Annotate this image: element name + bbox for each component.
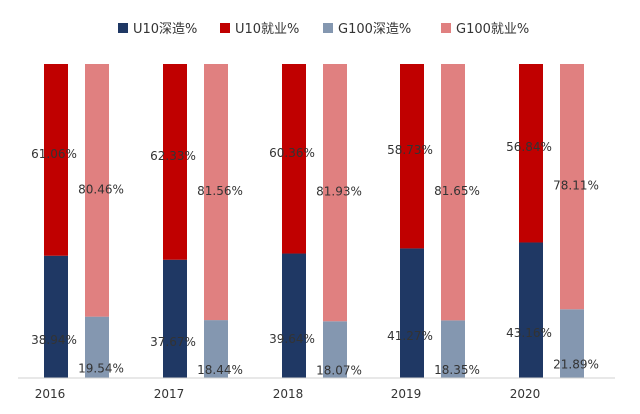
legend-swatch-0: [118, 23, 128, 33]
bar-g100-jiuye-2016: [85, 64, 109, 317]
bar-g100-shenzao-2018: [323, 321, 347, 378]
bar-g100-jiuye-2019: [441, 64, 465, 321]
bar-g100-jiuye-2017: [204, 64, 228, 321]
data-label-u10-shenzao-2017: 37.67%: [150, 335, 196, 349]
data-label-u10-shenzao-2016: 38.94%: [31, 333, 77, 347]
data-label-g100-jiuye-2019: 81.65%: [434, 184, 480, 198]
bar-u10-jiuye-2018: [282, 64, 306, 254]
data-label-g100-shenzao-2017: 18.44%: [197, 363, 243, 377]
bar-g100-jiuye-2020: [560, 64, 584, 310]
data-label-g100-jiuye-2018: 81.93%: [316, 185, 362, 199]
chart-legend: U10深造% U10就业% G100深造% G100就业%: [118, 22, 529, 37]
legend-swatch-1: [220, 23, 230, 33]
data-label-g100-shenzao-2016: 19.54%: [78, 361, 124, 375]
data-label-u10-jiuye-2017: 62.33%: [150, 149, 196, 163]
bar-area: [44, 64, 584, 378]
data-label-g100-shenzao-2018: 18.07%: [316, 364, 362, 378]
bar-u10-shenzao-2019: [400, 248, 424, 378]
data-label-u10-jiuye-2018: 60.36%: [269, 146, 315, 160]
data-label-u10-shenzao-2018: 39.64%: [269, 332, 315, 346]
data-label-u10-jiuye-2016: 61.06%: [31, 147, 77, 161]
x-tick-label-2017: 2017: [154, 387, 185, 401]
bar-g100-shenzao-2019: [441, 320, 465, 378]
x-tick-label-2019: 2019: [391, 387, 422, 401]
bar-g100-shenzao-2020: [560, 309, 584, 378]
data-label-u10-shenzao-2019: 41.27%: [387, 329, 433, 343]
legend-label-1: U10就业%: [235, 22, 299, 37]
legend-label-2: G100深造%: [338, 22, 411, 37]
data-label-u10-jiuye-2020: 56.84%: [506, 140, 552, 154]
data-label-u10-shenzao-2020: 43.16%: [506, 326, 552, 340]
bar-u10-jiuye-2020: [519, 64, 543, 243]
bar-u10-shenzao-2016: [44, 255, 68, 378]
legend-label-3: G100就业%: [456, 22, 529, 37]
x-tick-label-2016: 2016: [35, 387, 66, 401]
legend-swatch-2: [323, 23, 333, 33]
data-label-g100-shenzao-2019: 18.35%: [434, 363, 480, 377]
bar-u10-shenzao-2018: [282, 253, 306, 378]
bar-u10-shenzao-2020: [519, 242, 543, 378]
x-tick-label-2018: 2018: [273, 387, 304, 401]
data-label-u10-jiuye-2019: 58.73%: [387, 143, 433, 157]
data-label-g100-jiuye-2020: 78.11%: [553, 179, 599, 193]
bar-u10-jiuye-2017: [163, 64, 187, 260]
bar-u10-jiuye-2016: [44, 64, 68, 256]
bar-g100-shenzao-2017: [204, 320, 228, 378]
bar-g100-jiuye-2018: [323, 64, 347, 322]
data-label-g100-jiuye-2016: 80.46%: [78, 182, 124, 196]
x-axis-tick-labels: 2016 2017 2018 2019 2020: [35, 387, 541, 401]
data-label-g100-shenzao-2020: 21.89%: [553, 358, 599, 372]
x-tick-label-2020: 2020: [510, 387, 541, 401]
bar-u10-shenzao-2017: [163, 259, 187, 378]
data-label-g100-jiuye-2017: 81.56%: [197, 184, 243, 198]
data-labels: 38.94% 61.06% 19.54% 80.46% 37.67% 62.33% 18.4…: [31, 140, 599, 377]
legend-label-0: U10深造%: [133, 22, 197, 37]
legend-swatch-3: [441, 23, 451, 33]
bar-u10-jiuye-2019: [400, 64, 424, 249]
bar-g100-shenzao-2016: [85, 316, 109, 378]
